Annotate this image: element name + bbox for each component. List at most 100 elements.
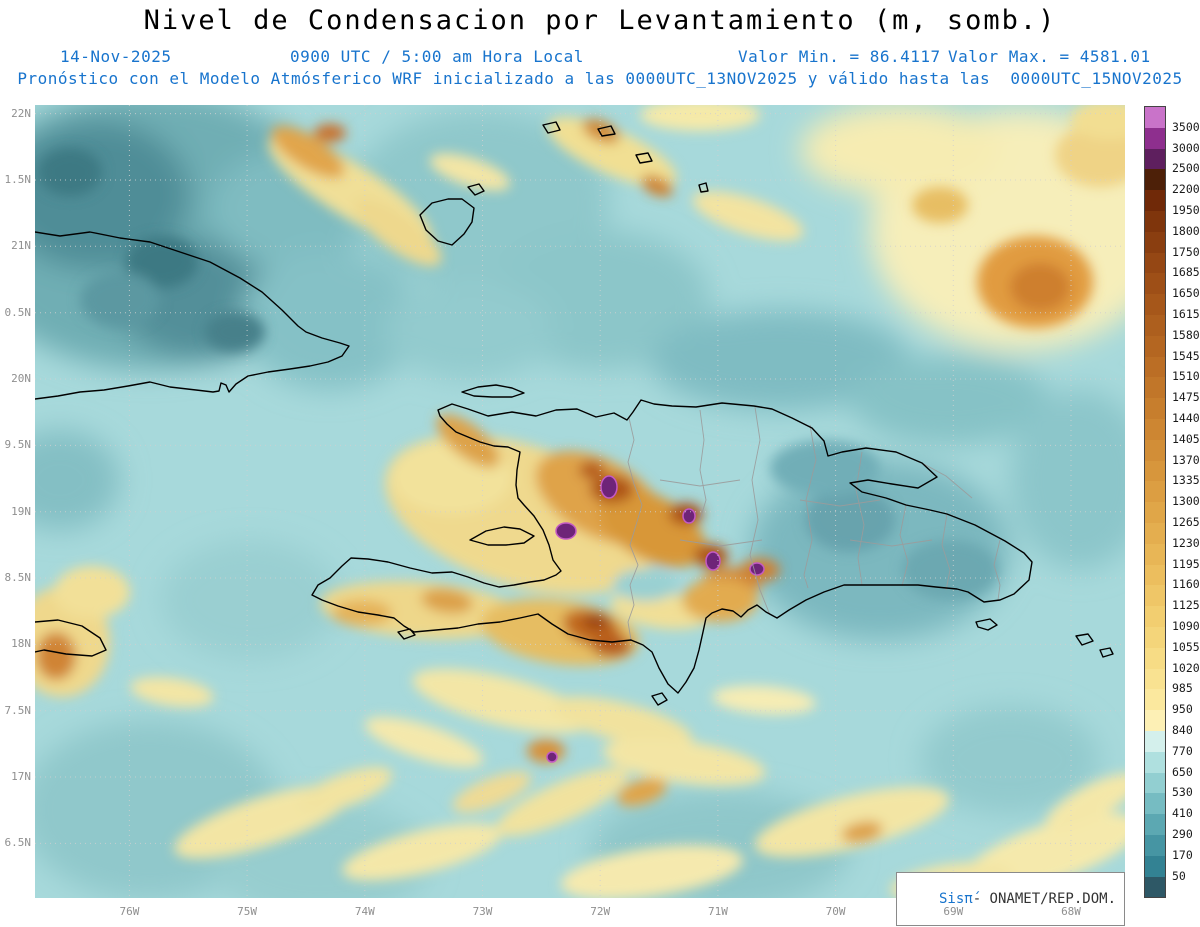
colorbar-label: 3000 (1172, 140, 1200, 155)
watermark-text: - ONAMET/REP.DOM. (972, 891, 1116, 907)
lat-tick-label: 7.5N (4, 703, 32, 717)
lon-tick-label: 71W (707, 905, 728, 918)
lon-tick-label: 75W (237, 905, 258, 918)
colorbar-segment (1145, 335, 1165, 357)
island-great-inagua (419, 198, 475, 246)
colorbar-segment (1145, 481, 1165, 503)
colorbar-label: 1580 (1172, 327, 1200, 342)
admin-boundaries (627, 406, 1001, 641)
colorbar-label: 1650 (1172, 286, 1200, 301)
island-mona (1075, 633, 1094, 646)
lat-tick-label: 6.5N (4, 836, 32, 850)
lon-tick-label: 69W (943, 905, 964, 918)
coastline-hispaniola (311, 399, 1033, 694)
colorbar-segment (1145, 211, 1165, 232)
colorbar-segment (1145, 294, 1165, 315)
lon-tick-label: 72W (590, 905, 611, 918)
colorbar-label: 1195 (1172, 556, 1200, 571)
lon-tick-label: 68W (1061, 905, 1081, 918)
colorbar-label: 650 (1172, 764, 1193, 779)
colorbar (1144, 106, 1166, 899)
island-caicos-3 (635, 152, 653, 164)
colorbar-segment (1145, 419, 1165, 440)
colorbar-segment (1145, 564, 1165, 586)
colorbar-segment (1145, 398, 1165, 419)
colorbar-label: 1055 (1172, 639, 1200, 654)
colorbar-segment (1145, 502, 1165, 523)
colorbar-segment (1145, 231, 1165, 253)
colorbar-segment (1145, 668, 1165, 690)
colorbar-label: 1090 (1172, 619, 1200, 633)
lon-tick-label: 73W (472, 905, 493, 918)
colorbar-label: 1510 (1172, 369, 1200, 384)
colorbar-label: 1950 (1172, 203, 1200, 217)
colorbar-segment (1145, 793, 1165, 815)
colorbar-label: 985 (1172, 681, 1193, 696)
colorbar-label: 170 (1172, 847, 1193, 862)
colorbar-segment (1145, 107, 1165, 128)
header-valid-time: 0900 UTC / 5:00 am Hora Local (290, 47, 584, 66)
colorbar-label: 1370 (1172, 452, 1200, 467)
colorbar-segment (1145, 190, 1165, 211)
colorbar-segment (1145, 606, 1165, 627)
lat-tick-label: 8.5N (4, 571, 32, 585)
lon-tick-label: 70W (825, 905, 846, 918)
colorbar-label: 1230 (1172, 535, 1200, 550)
colorbar-segment (1145, 835, 1165, 856)
colorbar-segment (1145, 710, 1165, 731)
colorbar-segment (1145, 377, 1165, 399)
lat-tick-label: 19N (11, 504, 31, 518)
colorbar-label: 1615 (1172, 307, 1200, 321)
lat-tick-label: 9.5N (4, 438, 32, 452)
header-date: 14-Nov-2025 (60, 47, 172, 66)
colorbar-segment (1145, 585, 1165, 607)
colorbar-segment (1145, 647, 1165, 669)
colorbar-segment (1145, 876, 1165, 898)
colorbar-segment (1145, 315, 1165, 336)
colorbar-segment (1145, 356, 1165, 378)
colorbar-segment (1145, 731, 1165, 752)
colorbar-segment (1145, 689, 1165, 711)
colorbar-segment (1145, 627, 1165, 648)
lon-tick-label: 76W (119, 905, 140, 918)
colorbar-label: 950 (1172, 702, 1193, 717)
colorbar-segment (1145, 814, 1165, 835)
coastlines (35, 121, 1114, 706)
colorbar-label: 840 (1172, 723, 1193, 737)
colorbar-segment (1145, 543, 1165, 565)
map-canvas (35, 105, 1125, 898)
lat-tick-label: 1.5N (4, 172, 32, 186)
lat-tick-label: 0.5N (4, 305, 32, 319)
colorbar-label: 290 (1172, 827, 1193, 841)
island-beata (651, 692, 668, 706)
colorbar-segment (1145, 252, 1165, 274)
lat-tick-label: 17N (11, 770, 31, 784)
colorbar-label: 1440 (1172, 411, 1200, 425)
colorbar-label: 1020 (1172, 660, 1200, 675)
colorbar-label: 50 (1172, 868, 1186, 883)
extreme-value-spots (546, 475, 765, 763)
lat-tick-label: 18N (11, 637, 31, 651)
colorbar-segment (1145, 855, 1165, 877)
colorbar-label: 1545 (1172, 348, 1200, 363)
colorbar-label: 1125 (1172, 598, 1200, 613)
colorbar-label: 1800 (1172, 223, 1200, 238)
island-caicos-2 (597, 125, 616, 137)
colorbar-segment (1145, 460, 1165, 482)
colorbar-segment (1145, 523, 1165, 544)
colorbar-segment (1145, 127, 1165, 149)
lat-tick-label: 21N (11, 239, 31, 253)
lat-tick-label: 20N (11, 372, 31, 385)
watermark-badge: Sisπ́- ONAMET/REP.DOM. (896, 872, 1125, 926)
coastline-cuba (35, 231, 350, 400)
colorbar-segment (1145, 439, 1165, 461)
island-caicos-1 (542, 121, 561, 134)
colorbar-label: 2200 (1172, 182, 1200, 197)
colorbar-label: 2500 (1172, 161, 1200, 176)
island-gonave (469, 526, 535, 546)
colorbar-label: 530 (1172, 785, 1193, 800)
colorbar-label: 1750 (1172, 244, 1200, 259)
colorbar-label: 1405 (1172, 431, 1200, 446)
island-vache (397, 628, 416, 640)
header-value-min: Valor Min. = 86.4117 (738, 47, 941, 66)
